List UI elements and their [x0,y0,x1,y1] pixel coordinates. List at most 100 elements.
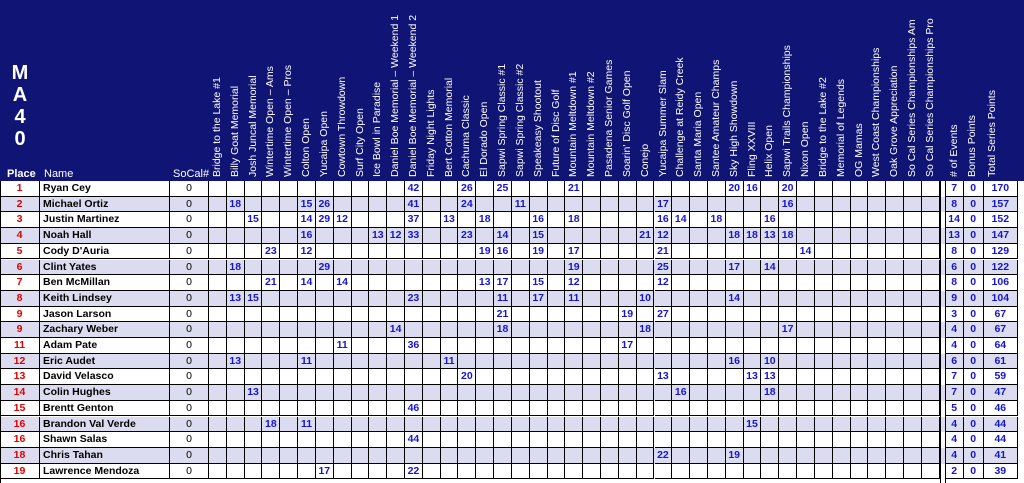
event-points-cell [440,259,459,276]
event-points-cell [583,338,602,354]
event-points-cell [405,306,423,323]
event-column-header: Sapwi Spring Classic #2 [512,2,528,177]
total-points-cell: 39 [983,463,1018,480]
event-points-cell [262,400,281,417]
event-points-cell [886,385,904,401]
event-points-cell [654,290,673,307]
event-points-cell [921,196,940,213]
event-points-cell [226,400,245,417]
event-points-cell [369,447,388,464]
event-points-cell [868,212,887,229]
event-points-cell: 12 [387,228,405,244]
event-points-cell [529,196,548,213]
event-points-cell [868,400,887,417]
event-points-cell: 13 [244,385,263,401]
event-column-header: Sapwi Spring Classic #1 [494,2,510,177]
column-header-label: Total Series Points [985,90,998,177]
event-points-cell [690,463,708,480]
event-points-cell [690,353,708,370]
event-points-cell [511,259,530,276]
event-points-cell [511,243,530,260]
event-points-cell [547,181,566,197]
event-points-cell [814,416,833,433]
event-points-cell [886,196,904,213]
bonus-points-cell: 0 [963,338,984,354]
event-points-cell [440,290,459,307]
event-points-cell [547,306,566,323]
standings-row: 11 Adam Pate 0 11 36 17 4 0 64 [0,338,1018,354]
event-points-cell [369,243,388,260]
socal-number-cell: 0 [170,181,209,197]
event-points-cell [458,243,477,260]
player-name-cell: Keith Lindsey [40,290,170,307]
event-points-cell: 11 [298,416,316,433]
event-points-cell [547,353,566,370]
event-points-cell [511,463,530,480]
event-points-cell: 14 [298,275,316,291]
event-points-cell [850,353,869,370]
event-points-cell [387,338,405,354]
event-points-cell: 37 [405,212,423,229]
column-header-label: Daniel Boe Memorial – Weekend 2 [407,14,420,177]
column-header-label: Wintertime Open – Pros [282,64,295,177]
event-points-cell [440,432,459,448]
column-header-label: Yucaipa Summer Slam [656,70,669,177]
event-points-cell [565,400,584,417]
event-points-cell [244,259,263,276]
event-points-cell [244,432,263,448]
event-points-cell: 21 [636,228,655,244]
event-points-cell [707,338,726,354]
event-points-cell: 17 [529,290,548,307]
total-points-cell: 47 [983,385,1018,401]
event-points-cell [903,306,922,323]
event-points-cell [886,212,904,229]
event-points-cell [850,306,869,323]
player-name-cell: Ben McMillan [40,275,170,291]
event-points-cell [333,322,352,338]
player-name-cell: Ryan Cey [40,181,170,197]
event-points-cell [262,322,281,338]
event-points-cell [903,259,922,276]
event-points-cell [618,243,637,260]
event-points-cell [779,432,798,448]
event-points-cell [618,212,637,229]
event-points-cell [797,353,815,370]
event-points-cell [458,463,477,480]
column-header-label: Surf City Open [353,108,366,177]
event-points-cell [868,338,887,354]
event-points-cell [476,306,495,323]
event-points-cell [690,290,708,307]
event-points-cell [351,338,370,354]
event-points-cell [494,385,512,401]
event-points-cell [814,322,833,338]
total-points-cell: 67 [983,322,1018,338]
event-points-cell [814,432,833,448]
event-points-cell [351,369,370,386]
event-points-cell [458,447,477,464]
event-points-cell [868,243,887,260]
event-points-cell [494,338,512,354]
event-points-cell: 14 [333,275,352,291]
event-points-cell [244,196,263,213]
event-points-cell [333,259,352,276]
event-points-cell [209,212,227,229]
event-points-cell [921,228,940,244]
event-points-cell [743,306,762,323]
event-points-cell [351,463,370,480]
event-points-cell [440,416,459,433]
event-points-cell [850,369,869,386]
standings-row: 4 Noah Hall 0 16 13 12 33 23 14 15 21 12 18 18 13 18 13 0… [0,228,1018,244]
event-points-cell [387,432,405,448]
event-points-cell [369,432,388,448]
event-points-cell [209,432,227,448]
event-points-cell [315,338,334,354]
event-points-cell [903,322,922,338]
event-points-cell [529,463,548,480]
socal-number-cell: 0 [170,212,209,229]
column-header-label: Santa Maria Open [692,91,705,177]
event-column-header: Wintertime Open – Ams [262,2,278,177]
event-points-cell [209,259,227,276]
event-points-cell [333,369,352,386]
event-points-cell: 29 [315,212,334,229]
column-header-label: Mountain Meltdown #2 [585,71,598,177]
